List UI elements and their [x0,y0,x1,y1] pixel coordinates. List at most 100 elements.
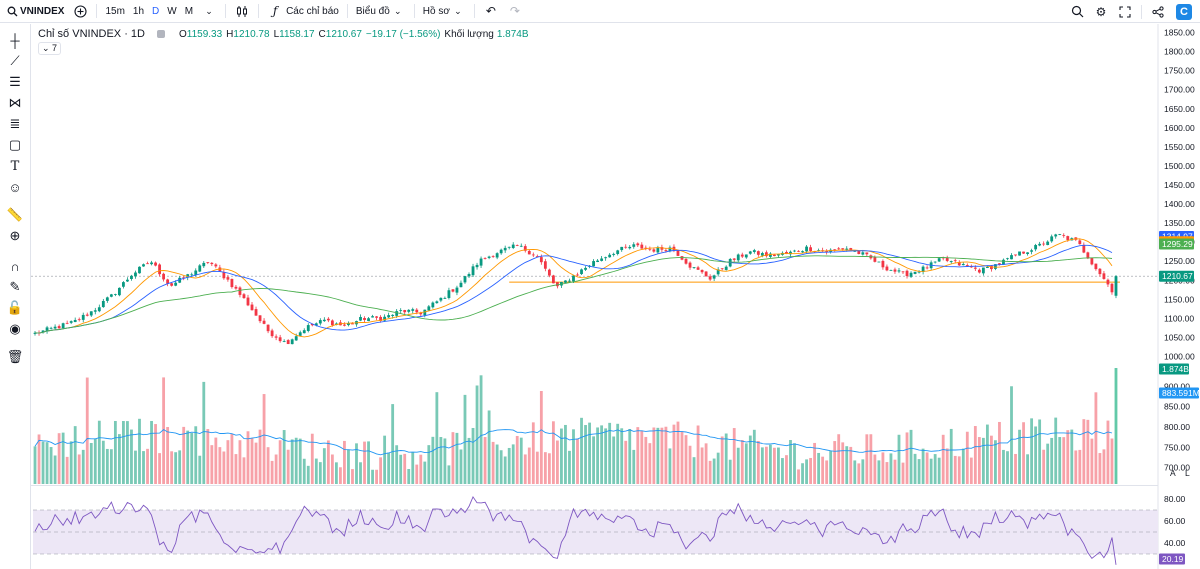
candle-body [845,248,849,250]
scale-button-l[interactable]: L [1185,468,1190,478]
candle-body [1086,252,1090,259]
remove-drawings-tool[interactable]: 🗑 [7,349,24,365]
lock-drawings-tool[interactable]: 🔓 [7,300,23,316]
scale-button-a[interactable]: A [1170,468,1176,478]
magnet-tool[interactable]: ∩ [7,258,23,274]
volume-bar [326,440,330,484]
volume-bar [194,426,198,484]
rsi-axis-label: 80.00 [1164,494,1186,504]
zoom-tool[interactable]: ⊕ [7,228,23,244]
crosshair-tool[interactable]: ┼ [7,32,23,48]
share-button[interactable] [1146,0,1170,23]
stay-drawing-tool[interactable]: ✎ [7,279,23,295]
quick-search-button[interactable] [1065,0,1089,23]
candle-body [620,246,624,251]
compare-button[interactable] [68,0,92,23]
volume-bar [41,441,45,484]
candle-body [330,320,334,326]
profile-button[interactable]: Hồ sơ ⌄ [419,0,470,23]
ruler-icon: 📏 [6,207,24,222]
candle-body [648,248,652,250]
volume-bar [202,381,206,484]
hide-drawings-tool[interactable]: ◉ [7,321,23,337]
interval-w[interactable]: W [167,5,177,17]
horizontal-lines-tool[interactable]: ☰ [7,74,23,90]
volume-bar [415,464,419,484]
settings-button[interactable]: ⚙ [1089,0,1113,23]
price-axis[interactable]: 1000.001050.001100.001150.001200.001250.… [1159,28,1200,565]
legend-open: 1159.33 [186,28,223,40]
undo-button[interactable]: ↶ [479,0,503,23]
interval-dropdown[interactable]: ⌄ [197,0,221,23]
volume-bar [367,441,370,484]
candle-body [302,330,306,334]
candle-body [186,274,190,278]
candle-body [760,253,764,256]
shape-tool[interactable]: ▢ [7,137,23,153]
volume-bar [355,443,358,484]
chart-type-button[interactable]: Biểu đồ ⌄ [352,0,410,23]
crosshair-icon: ┼ [10,32,20,48]
volume-panel[interactable] [33,368,1118,484]
toolbar-right: ⚙ C [1065,0,1200,23]
volume-bar [254,442,258,484]
text-tool[interactable]: T [7,158,23,174]
candle-style-button[interactable] [230,0,254,23]
volume-bar [334,462,338,484]
candle-body [945,257,949,261]
candle-body [740,254,744,257]
volume-bar [134,450,137,484]
volume-bar [696,425,700,484]
candle-body [347,323,350,326]
candle-body [294,336,298,341]
candle-body [170,283,174,286]
volume-bar [322,448,326,484]
candle-body [873,257,877,262]
volume-bar [688,445,692,484]
volume-bar [949,428,953,484]
candle-body [495,253,499,258]
volume-bar [994,440,997,484]
candle-body [419,312,423,315]
fullscreen-button[interactable] [1113,0,1137,23]
candle-body [65,322,69,324]
indicators-button[interactable]: ƒ Các chỉ báo [263,0,343,23]
emoji-tool[interactable]: ☺ [7,179,23,195]
candle-body [547,269,551,276]
candle-body [1082,244,1086,253]
profile-label: Hồ sơ [422,5,450,17]
interval-m[interactable]: M [184,5,194,17]
fibonacci-tool[interactable]: ≣ [7,116,23,132]
volume-bar [969,457,973,484]
pattern-tool[interactable]: ⋈ [7,95,23,111]
interval-d[interactable]: D [152,5,160,17]
interval-15m[interactable]: 15m [105,5,125,17]
interval-1h[interactable]: 1h [132,5,145,17]
trendline-tool[interactable]: ⟋ [7,53,23,69]
candle-body [214,264,218,267]
symbol-search[interactable]: VNINDEX [0,0,68,23]
chevron-down-icon: ⌄ [42,43,53,53]
volume-bar [584,425,587,484]
text-icon: T [10,158,20,174]
volume-bar [383,435,387,484]
volume-bar [700,447,704,484]
volume-bar [588,422,591,484]
indicator-toggle-button[interactable]: ⌄ 7 [38,42,62,55]
candle-body [921,266,925,272]
legend-title[interactable]: Chỉ số VNINDEX · 1D [38,28,145,40]
share-icon [1150,4,1166,20]
redo-button[interactable]: ↷ [503,0,527,23]
candle-body [455,287,459,293]
volume-bar [728,459,732,484]
candle-body [447,290,451,298]
candle-body [756,251,760,255]
measure-tool[interactable]: 📏 [7,207,23,223]
volume-bar [447,465,451,484]
price-panel[interactable] [31,233,1158,345]
candle-body [917,271,921,273]
candle-body [298,332,302,336]
rsi-panel[interactable] [33,495,1158,565]
candle-body [644,247,648,249]
